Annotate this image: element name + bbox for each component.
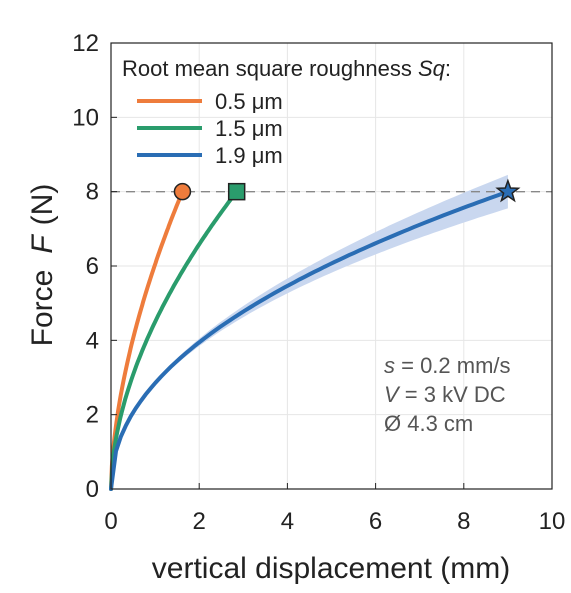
x-tick-label: 4 — [281, 508, 294, 535]
y-axis-ticks: 0 2 4 6 8 10 12 — [72, 30, 117, 503]
y-axis-title: Force F (N) — [26, 184, 59, 347]
annotation-symbol: s — [384, 353, 395, 378]
series-line — [109, 189, 510, 491]
x-tick-label: 2 — [193, 508, 206, 535]
series-end-markers — [173, 178, 521, 203]
x-axis-title: vertical displacement (mm) — [152, 552, 510, 585]
y-axis-title-unit: (N) — [26, 184, 59, 226]
y-tick-label: 0 — [86, 476, 99, 503]
legend-label: 0.5 μm — [215, 89, 283, 114]
x-tick-label: 0 — [104, 508, 117, 535]
end-marker-circle — [173, 182, 192, 201]
y-tick-label: 6 — [86, 253, 99, 280]
end-marker-star — [495, 178, 521, 203]
annotation-text: Ø 4.3 cm — [384, 411, 473, 436]
legend-title-text: Root mean square roughness — [122, 56, 412, 81]
series-line — [109, 189, 239, 491]
x-tick-label: 10 — [539, 508, 566, 535]
end-marker-square — [227, 182, 246, 201]
annotation-symbol: V — [384, 382, 401, 407]
annotation-line: s = 0.2 mm/s — [384, 353, 511, 378]
y-tick-label: 10 — [72, 104, 99, 131]
y-axis-title-symbol: F — [26, 234, 59, 254]
legend-label: 1.9 μm — [215, 143, 283, 168]
y-tick-label: 4 — [86, 327, 99, 354]
legend-title-suffix: : — [445, 56, 451, 81]
series-lines — [109, 189, 510, 491]
y-tick-label: 8 — [86, 179, 99, 206]
series-line — [109, 189, 185, 491]
annotation-text: = 3 kV DC — [399, 382, 506, 407]
y-axis-title-word: Force — [26, 270, 59, 347]
y-tick-label: 12 — [72, 30, 99, 57]
legend: 0.5 μm1.5 μm1.9 μm — [137, 89, 283, 168]
experiment-annotations: s = 0.2 mm/s V = 3 kV DC Ø 4.3 cm — [384, 353, 511, 436]
x-axis-ticks: 0 2 4 6 8 10 — [104, 483, 565, 535]
x-tick-label: 8 — [457, 508, 470, 535]
y-tick-label: 2 — [86, 402, 99, 429]
legend-title: Root mean square roughness Sq: — [122, 56, 451, 81]
annotation-line: V = 3 kV DC — [384, 382, 506, 407]
legend-title-symbol: Sq — [418, 56, 446, 81]
legend-label: 1.5 μm — [215, 116, 283, 141]
annotation-text: = 0.2 mm/s — [395, 353, 511, 378]
x-tick-label: 6 — [369, 508, 382, 535]
annotation-line: Ø 4.3 cm — [384, 411, 473, 436]
